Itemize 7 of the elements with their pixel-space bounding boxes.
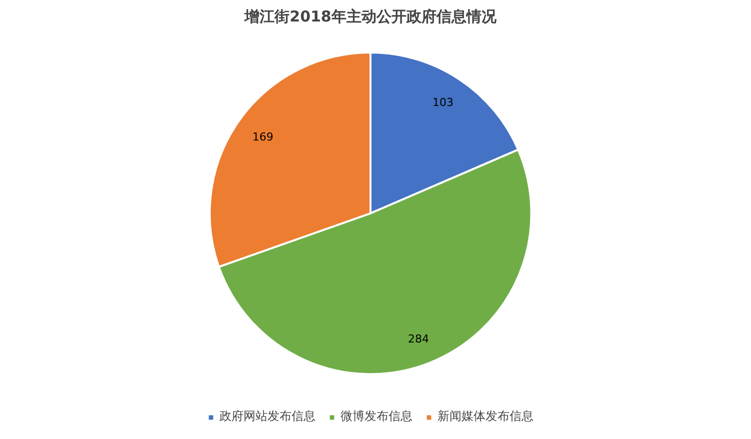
legend-label: 微博发布信息 [340, 408, 412, 425]
legend-label: 新闻媒体发布信息 [438, 408, 534, 425]
chart-title: 增江街2018年主动公开政府信息情况 [244, 8, 498, 26]
data-label: 284 [408, 332, 430, 346]
data-label: 103 [432, 96, 454, 109]
data-label: 169 [252, 130, 274, 144]
legend-label: 政府网站发布信息 [220, 408, 316, 425]
